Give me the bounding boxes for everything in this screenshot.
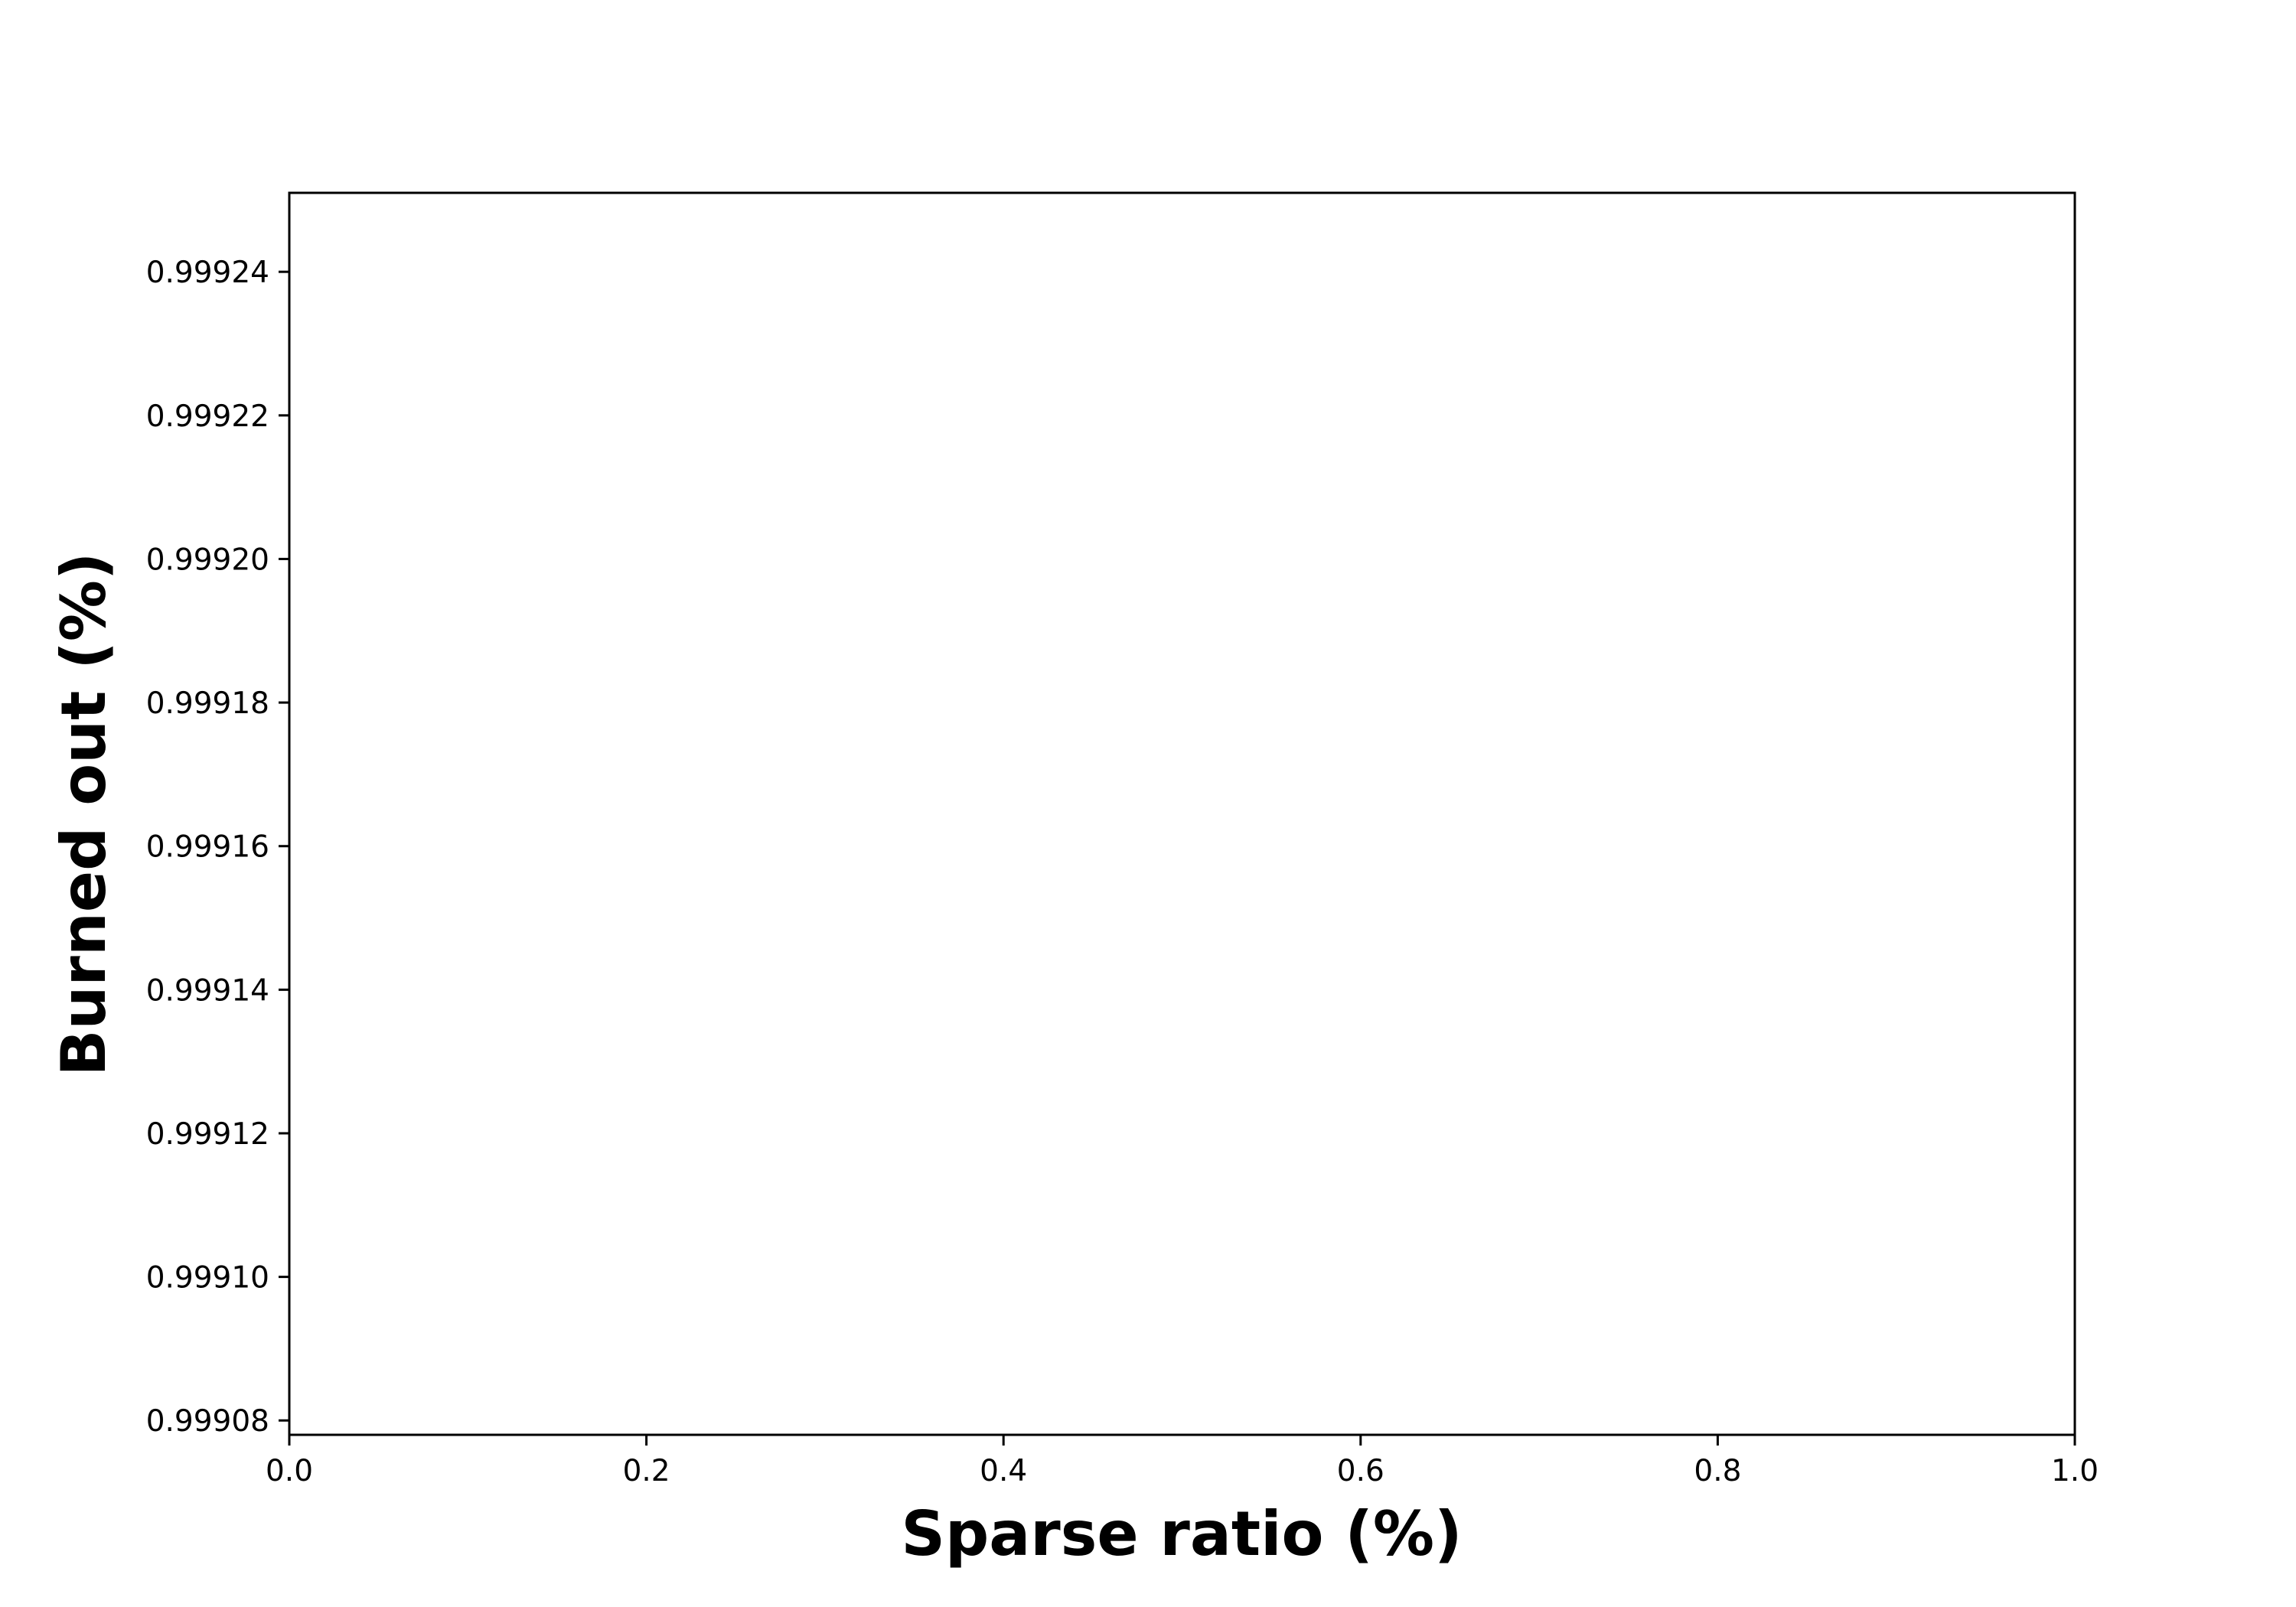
y-tick-label: 0.99922: [146, 399, 269, 434]
x-tick-label: 0.2: [623, 1454, 670, 1488]
x-tick-label: 0.8: [1694, 1454, 1741, 1488]
x-tick-label: 0.6: [1337, 1454, 1384, 1488]
y-tick-label: 0.99918: [146, 686, 269, 721]
x-tick-label: 0.0: [266, 1454, 313, 1488]
y-tick-label: 0.99916: [146, 830, 269, 865]
y-tick-label: 0.99920: [146, 543, 269, 577]
y-tick-label: 0.99908: [146, 1404, 269, 1439]
y-tick-label: 0.99912: [146, 1117, 269, 1152]
x-tick-label: 0.4: [980, 1454, 1027, 1488]
y-axis: 0.99908 0.99910 0.99912 0.99914 0.99916 0.999…: [146, 256, 289, 1439]
y-tick-label: 0.99924: [146, 256, 269, 290]
y-tick-label: 0.99914: [146, 973, 269, 1008]
x-axis: 0.0 0.2 0.4 0.6 0.8 1.0: [266, 1435, 2099, 1488]
x-axis-title: Sparse ratio (%): [901, 1498, 1462, 1570]
x-tick-label: 1.0: [2051, 1454, 2099, 1488]
y-tick-label: 0.99910: [146, 1261, 269, 1296]
y-axis-title: Burned out (%): [48, 553, 119, 1077]
axes-frame: [288, 191, 2076, 1436]
